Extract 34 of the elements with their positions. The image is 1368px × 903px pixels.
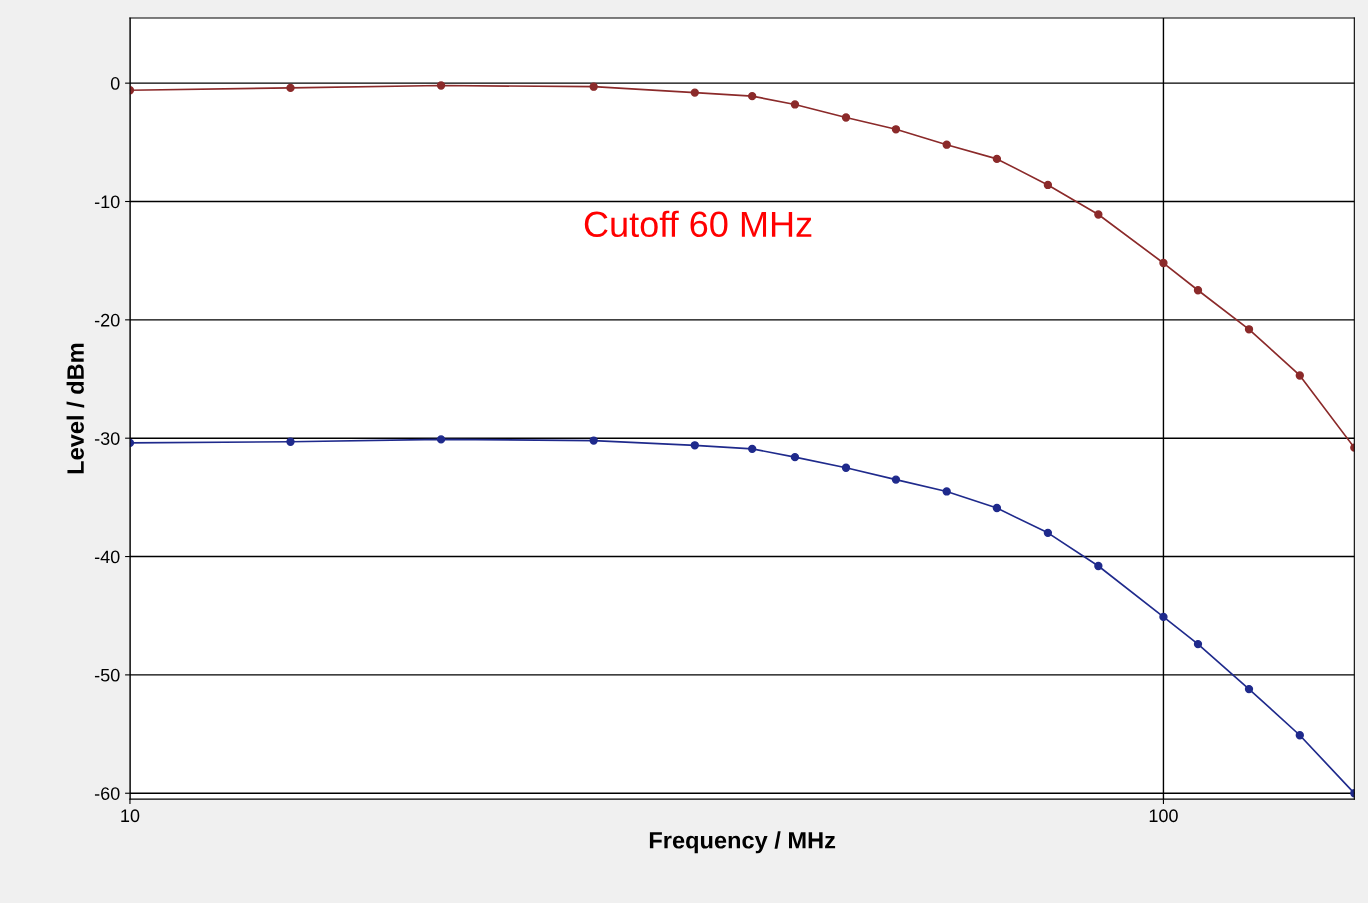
point [1094, 561, 1103, 571]
point [841, 113, 851, 122]
point [690, 441, 699, 450]
point [992, 154, 1002, 164]
point [1295, 371, 1304, 380]
y-tick-label: -30 [94, 432, 120, 445]
point [790, 452, 800, 462]
y-tick-label: -50 [94, 668, 120, 682]
y-axis-title: Level / dBm [66, 343, 85, 474]
point [1193, 286, 1203, 295]
annotation: Cutoff 60 MHz [584, 210, 812, 238]
point [1244, 325, 1254, 334]
y-tick-label: -60 [94, 787, 120, 800]
point [841, 463, 851, 472]
point [942, 487, 951, 496]
point [891, 475, 901, 484]
point [1193, 639, 1203, 649]
point [690, 88, 699, 97]
point [1043, 180, 1053, 190]
point [942, 140, 951, 149]
point [891, 125, 901, 134]
y-tick-label: -20 [94, 313, 120, 327]
y-tick-label: -10 [94, 195, 120, 209]
point [1295, 731, 1304, 740]
x-tick-label: 10 [121, 809, 140, 823]
point [1094, 210, 1103, 219]
x-axis-title: Frequency / MHz [649, 831, 836, 854]
point [1244, 684, 1254, 694]
point [1043, 528, 1053, 538]
point [790, 100, 800, 109]
y-tick-label: 0 [110, 77, 120, 90]
x-tick-label: 100 [1149, 809, 1178, 823]
y-tick-label: -40 [94, 550, 120, 564]
point [992, 503, 1002, 513]
